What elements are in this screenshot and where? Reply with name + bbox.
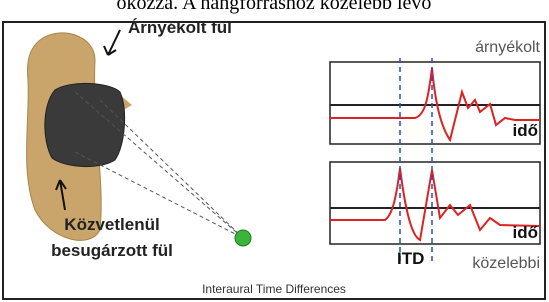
axis-label: idő: [513, 223, 539, 242]
caption: Interaural Time Differences: [202, 282, 346, 296]
diagram: okozza. A hangforráshoz közelebb levő Ár…: [0, 0, 549, 302]
top-plot: [330, 62, 540, 144]
page: {"header": {"text": "okozza. A hangforrá…: [0, 0, 549, 302]
plot-title: árnyékolt: [475, 39, 540, 56]
plot-title: közelebbi: [472, 255, 540, 272]
axis-label: idő: [513, 121, 539, 140]
shadowed-ear-label: Árnyékolt fül: [128, 18, 232, 37]
bottom-plot: [330, 162, 540, 244]
itd-label: ITD: [397, 249, 424, 268]
header-text: okozza. A hangforráshoz közelebb levő: [117, 0, 432, 14]
direct-ear-label: besugárzott fül: [51, 241, 173, 260]
sound-source: [235, 230, 251, 246]
direct-ear-label: Közvetlenül: [64, 215, 159, 234]
